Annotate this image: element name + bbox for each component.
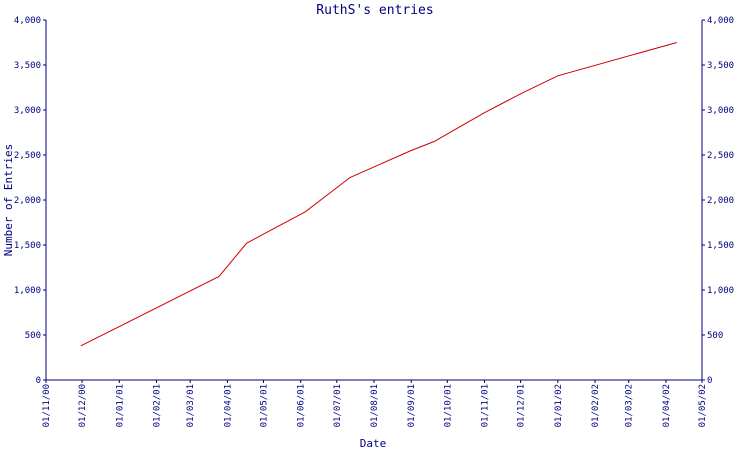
x-tick-label: 01/04/01 [223, 384, 233, 427]
y-tick-label-left: 2,000 [14, 196, 41, 206]
series-line [80, 42, 677, 347]
x-tick-label: 01/04/02 [662, 384, 672, 427]
y-tick-label-right: 3,000 [707, 106, 734, 116]
x-tick-label: 01/11/00 [42, 384, 52, 427]
x-tick-label: 01/09/01 [407, 384, 417, 427]
x-tick-label: 01/03/01 [186, 384, 196, 427]
y-tick-label-left: 2,500 [14, 151, 41, 161]
y-tick-label-left: 500 [25, 331, 41, 341]
x-tick-label: 01/01/01 [115, 384, 125, 427]
x-tick-label: 01/08/01 [370, 384, 380, 427]
y-tick-label-right: 0 [707, 376, 712, 386]
x-tick-label: 01/11/01 [481, 384, 491, 427]
plot-layer: 0 0 500 500 1,000 1,000 1,500 1,500 2,000 2,000 2,… [14, 16, 734, 427]
chart-title: RuthS's entries [316, 3, 433, 18]
x-tick-label: 01/05/01 [259, 384, 269, 427]
y-tick-label-left: 3,000 [14, 106, 41, 116]
y-tick-label-left: 1,500 [14, 241, 41, 251]
y-tick-label-right: 1,000 [707, 286, 734, 296]
x-axis-title: Date [360, 437, 387, 450]
x-tick-label: 01/10/01 [443, 384, 453, 427]
x-tick-label: 01/07/01 [333, 384, 343, 427]
x-tick-label: 01/12/00 [78, 384, 88, 427]
x-tick-label: 01/02/02 [591, 384, 601, 427]
x-tick-label: 01/02/01 [153, 384, 163, 427]
x-tick-label: 01/03/02 [625, 384, 635, 427]
x-tick-label: 01/01/02 [554, 384, 564, 427]
y-tick-label-right: 2,000 [707, 196, 734, 206]
y-tick-label-right: 2,500 [707, 151, 734, 161]
y-tick-label-right: 3,500 [707, 61, 734, 71]
y-tick-label-left: 3,500 [14, 61, 41, 71]
y-tick-label-left: 1,000 [14, 286, 41, 296]
y-axis-title: Number of Entries [2, 144, 15, 257]
y-tick-label-left: 4,000 [14, 16, 41, 26]
x-tick-label: 01/05/02 [698, 384, 708, 427]
x-tick-label: 01/12/01 [517, 384, 527, 427]
y-tick-label-right: 500 [707, 331, 723, 341]
x-tick-label: 01/06/01 [297, 384, 307, 427]
y-tick-label-right: 4,000 [707, 16, 734, 26]
y-tick-label-left: 0 [36, 376, 41, 386]
y-tick-label-right: 1,500 [707, 241, 734, 251]
